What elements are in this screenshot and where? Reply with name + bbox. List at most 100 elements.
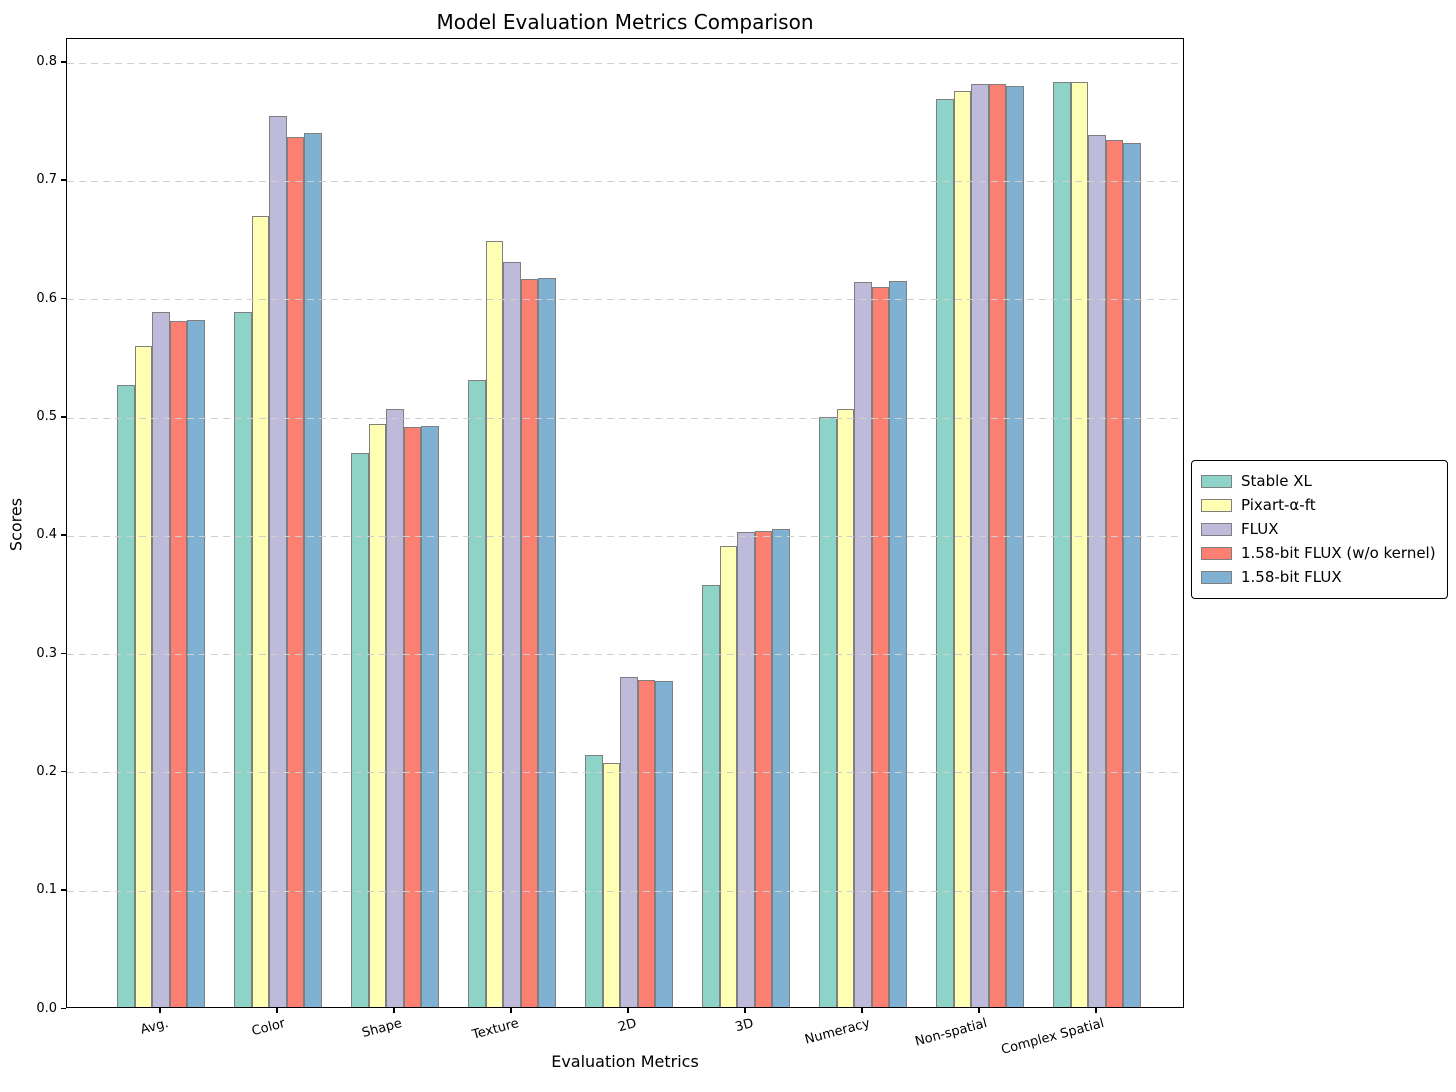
legend-label: FLUX: [1241, 520, 1279, 538]
bar: [620, 677, 638, 1007]
legend-item: Stable XL: [1201, 469, 1437, 493]
y-tick-label: 0.7: [36, 172, 57, 188]
bar: [187, 319, 205, 1007]
bar: [854, 281, 872, 1007]
bar: [1088, 135, 1106, 1007]
legend-swatch: [1201, 522, 1232, 536]
bar: [368, 424, 387, 1007]
y-tick-mark: [61, 61, 66, 63]
gridline: [67, 890, 1183, 892]
gridline: [67, 62, 1183, 64]
bar: [1070, 81, 1089, 1007]
bar: [234, 311, 252, 1007]
bar: [1123, 143, 1141, 1007]
x-tick-mark: [510, 1008, 512, 1013]
bar: [503, 261, 521, 1007]
bar: [585, 754, 603, 1007]
x-tick-label: Numeracy: [803, 1016, 872, 1048]
legend-item: FLUX: [1201, 517, 1437, 541]
x-tick-label: Texture: [471, 1016, 521, 1043]
x-tick-mark: [1095, 1008, 1097, 1013]
bar: [988, 83, 1007, 1007]
y-tick-mark: [61, 1007, 66, 1009]
x-tick-mark: [276, 1008, 278, 1013]
gridline: [67, 772, 1183, 774]
legend-swatch: [1201, 474, 1232, 488]
bar: [520, 278, 539, 1007]
gridline: [67, 299, 1183, 301]
chart-title: Model Evaluation Metrics Comparison: [436, 10, 814, 34]
bar: [602, 762, 621, 1007]
bar: [169, 320, 188, 1007]
legend: Stable XL Pixart-α-ft FLUX 1.58-bit FLUX (w…: [1191, 460, 1448, 599]
bar: [971, 83, 989, 1007]
legend-item: 1.58-bit FLUX: [1201, 565, 1437, 589]
bar: [468, 380, 486, 1007]
bar: [134, 346, 153, 1007]
bar: [421, 426, 439, 1007]
bar: [719, 545, 738, 1007]
y-tick-label: 0.8: [36, 54, 57, 70]
bar: [386, 408, 404, 1007]
gridline: [67, 180, 1183, 182]
bar: [871, 287, 890, 1007]
bar: [351, 452, 369, 1007]
y-tick-mark: [61, 770, 66, 773]
legend-label: 1.58-bit FLUX (w/o kernel): [1241, 544, 1436, 562]
x-tick-mark: [159, 1008, 161, 1013]
legend-swatch: [1201, 498, 1232, 512]
bar: [936, 99, 954, 1007]
legend-item: Pixart-α-ft: [1201, 493, 1437, 517]
x-axis-label: Evaluation Metrics: [551, 1052, 699, 1071]
bar: [152, 312, 170, 1007]
bar: [836, 408, 855, 1007]
y-tick-mark: [61, 534, 66, 536]
y-tick-label: 0.6: [36, 290, 57, 306]
bar: [538, 278, 556, 1007]
y-tick-mark: [61, 416, 66, 418]
gridline: [67, 417, 1183, 419]
x-tick-label: Avg.: [138, 1016, 170, 1038]
legend-label: Stable XL: [1241, 472, 1312, 490]
x-tick-mark: [978, 1008, 980, 1013]
y-tick-mark: [61, 889, 66, 891]
x-tick-mark: [744, 1008, 746, 1013]
legend-label: 1.58-bit FLUX: [1241, 568, 1342, 586]
y-axis-label: Scores: [6, 497, 26, 552]
y-tick-mark: [61, 179, 66, 181]
bar: [286, 136, 305, 1007]
bar: [117, 385, 135, 1007]
x-tick-label: Shape: [360, 1016, 404, 1042]
bar: [485, 240, 504, 1007]
bar: [737, 532, 755, 1007]
y-tick-mark: [61, 297, 66, 300]
plot-area: [66, 38, 1184, 1008]
x-tick-mark: [393, 1008, 395, 1013]
bar: [889, 281, 907, 1007]
x-tick-mark: [861, 1008, 863, 1013]
y-tick-label: 0.5: [36, 409, 57, 425]
y-tick-label: 0.2: [36, 763, 57, 779]
legend-swatch: [1201, 570, 1232, 584]
bar: [403, 427, 422, 1007]
x-tick-mark: [627, 1008, 629, 1013]
x-tick-label: 2D: [616, 1016, 638, 1036]
bar: [754, 531, 773, 1007]
bar: [1006, 86, 1024, 1007]
y-tick-mark: [61, 652, 66, 655]
bar: [772, 528, 790, 1007]
bar: [1053, 82, 1071, 1007]
bar: [637, 679, 656, 1007]
bar: [304, 132, 322, 1007]
x-tick-label: 3D: [733, 1016, 755, 1036]
bar: [269, 116, 287, 1007]
bar: [655, 680, 673, 1007]
legend-label: Pixart-α-ft: [1241, 496, 1316, 514]
bar: [1105, 140, 1124, 1007]
bar: [819, 416, 837, 1007]
y-tick-label: 0.1: [36, 882, 57, 898]
bar: [251, 215, 270, 1007]
gridline: [67, 535, 1183, 537]
legend-swatch: [1201, 546, 1232, 560]
